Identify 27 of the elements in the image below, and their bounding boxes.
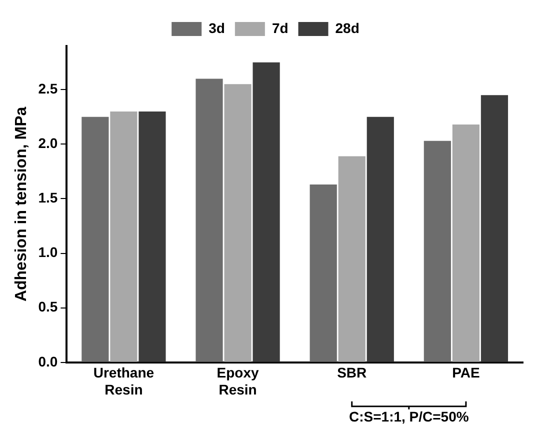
bar xyxy=(224,84,252,362)
y-tick-label: 1.5 xyxy=(38,190,58,206)
bar xyxy=(196,78,223,362)
legend-label: 28d xyxy=(335,20,360,36)
bar xyxy=(138,111,166,362)
bar xyxy=(82,116,109,362)
y-tick-label: 0.5 xyxy=(38,298,58,315)
bar xyxy=(338,156,366,362)
bar xyxy=(110,111,138,362)
x-tick-label: Epoxy Resin xyxy=(216,364,260,398)
y-axis-title: Adhesion in tension, MPa xyxy=(13,106,30,302)
bar xyxy=(310,184,337,362)
x-tick-label: Urethane Resin xyxy=(93,364,154,398)
bar xyxy=(424,140,451,362)
legend-label: 7d xyxy=(272,20,288,36)
bar xyxy=(366,116,394,362)
bar xyxy=(480,95,508,362)
legend-label: 3d xyxy=(208,20,225,36)
text: C:S=1:1, P/C=50% xyxy=(348,408,470,424)
y-tick-label: 0.0 xyxy=(38,353,58,370)
bar xyxy=(252,62,280,362)
y-tick-label: 1.0 xyxy=(38,244,58,260)
x-tick-label: PAE xyxy=(452,364,480,381)
bar xyxy=(452,124,480,362)
y-tick-label: 2.0 xyxy=(38,135,58,152)
y-tick-label: 2.5 xyxy=(38,80,58,96)
x-tick-label: SBR xyxy=(337,364,367,381)
